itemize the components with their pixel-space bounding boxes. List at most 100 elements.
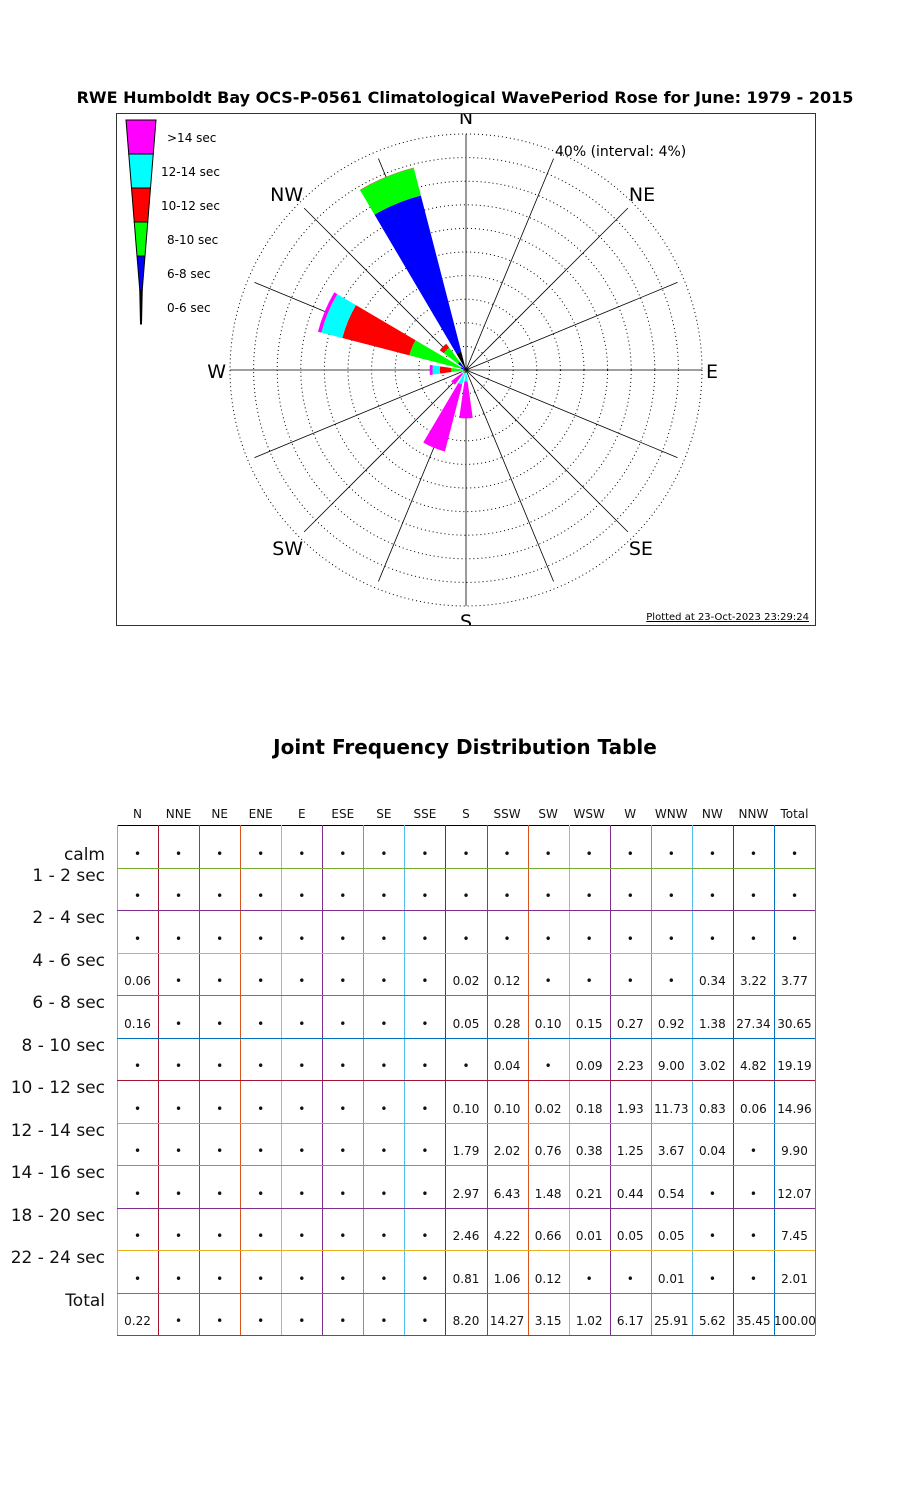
table-cell: • (462, 1059, 470, 1073)
table-cell: • (421, 1229, 429, 1243)
row-label: 14 - 16 sec (10, 1163, 105, 1183)
legend-label: 6-8 sec (167, 267, 211, 281)
row-divider (117, 1080, 816, 1081)
table-cell: • (257, 1271, 265, 1286)
table-cell: • (790, 931, 799, 946)
petal-w (432, 365, 441, 375)
table-cell: • (708, 1229, 716, 1243)
row-divider (117, 1292, 816, 1294)
table-cell: • (626, 846, 634, 861)
column-header: ENE (248, 807, 273, 821)
column-header: SW (538, 807, 558, 821)
table-cell: • (298, 846, 306, 861)
table-cell: • (544, 1059, 552, 1073)
table-cell: 0.44 (616, 1186, 644, 1201)
spoke-line (465, 282, 678, 371)
table-cell: • (421, 1314, 429, 1328)
table-cell: 0.02 (534, 1101, 562, 1116)
table-cell: • (175, 1059, 183, 1073)
petal-s (459, 381, 473, 419)
column-header: NNW (738, 807, 769, 821)
table-cell: • (175, 1186, 183, 1201)
petal-w (439, 366, 452, 374)
table-cell: • (380, 1016, 388, 1031)
table-cell: • (626, 931, 634, 946)
row-label: 4 - 6 sec (32, 950, 105, 971)
row-label: 1 - 2 sec (32, 865, 105, 886)
table-cell: • (298, 1101, 306, 1116)
table-cell: 3.22 (740, 974, 767, 988)
table-cell: • (257, 1059, 265, 1073)
table-cell: • (544, 889, 552, 903)
table-cell: 0.16 (124, 1016, 151, 1031)
table-cell: • (133, 846, 142, 861)
table-cell: • (133, 889, 142, 903)
compass-label-w: W (207, 361, 226, 383)
table-cell: 0.04 (698, 1144, 726, 1158)
table-cell: • (339, 1016, 347, 1031)
table-cell: • (462, 889, 470, 903)
table-cell: 0.10 (493, 1101, 521, 1116)
table-cell: • (380, 1271, 388, 1286)
compass-label-sw: SW (272, 538, 303, 560)
petal-ssw (423, 383, 463, 452)
table-cell: • (790, 889, 799, 903)
petal-nnw (456, 351, 466, 370)
table-cell: • (175, 1229, 183, 1243)
table-cell: • (749, 1186, 757, 1201)
table-cell: 0.05 (657, 1229, 685, 1243)
table-cell: 0.76 (534, 1144, 562, 1158)
row-label: 10 - 12 sec (10, 1078, 105, 1098)
legend-swatch (133, 221, 149, 257)
table-cell: • (749, 1271, 757, 1286)
table-cell: 0.04 (493, 1059, 521, 1073)
table-cell: 0.28 (493, 1016, 521, 1031)
table-cell: • (667, 931, 675, 946)
table-cell: • (175, 1271, 183, 1286)
table-cell: • (216, 1186, 224, 1201)
table-cell: • (257, 846, 265, 861)
table-cell: 0.22 (124, 1314, 151, 1328)
petal-ssw (458, 372, 466, 385)
table-cell: • (585, 974, 593, 988)
table-cell: • (421, 974, 429, 988)
plotted-timestamp: Plotted at 23-Oct-2023 23:29:24 (646, 612, 809, 623)
table-cell: • (626, 1271, 634, 1286)
table-cell: • (708, 1186, 716, 1201)
petal-wsw (463, 370, 465, 372)
column-header: NNE (165, 807, 192, 821)
table-cell: • (503, 846, 511, 861)
table-cell: • (133, 1271, 142, 1286)
table-cell: • (421, 846, 429, 861)
table-cell: • (421, 889, 429, 903)
table-cell: • (708, 889, 716, 903)
petal-ssw (464, 370, 466, 373)
table-cell: • (339, 1186, 347, 1201)
table-cell: 14.27 (489, 1314, 525, 1328)
table-cell: 3.15 (534, 1314, 562, 1328)
spoke-line (465, 158, 554, 371)
petal-wsw (460, 371, 462, 374)
petal-ssw (464, 372, 466, 374)
table-cell: • (380, 1101, 388, 1116)
column-header: W (624, 807, 637, 821)
legend-swatch (130, 187, 152, 223)
table-cell: • (380, 1186, 388, 1201)
table-cell: 2.97 (452, 1186, 480, 1201)
table-cell: 0.92 (657, 1016, 685, 1031)
column-header: Total (780, 807, 809, 821)
table-cell: • (380, 889, 388, 903)
table-cell: • (421, 1016, 429, 1031)
petal-sw (451, 373, 463, 385)
table-cell: 2.02 (493, 1144, 521, 1158)
table-cell: 9.90 (781, 1144, 808, 1158)
table-cell: • (133, 1229, 142, 1243)
table-cell: • (421, 1186, 429, 1201)
row-label: Total (65, 1290, 105, 1311)
table-cell: • (216, 974, 224, 988)
row-divider (117, 1335, 816, 1336)
row-divider (117, 952, 816, 954)
column-divider (815, 825, 817, 1335)
table-cell: 0.12 (493, 974, 521, 988)
row-label: 12 - 14 sec (10, 1120, 105, 1141)
